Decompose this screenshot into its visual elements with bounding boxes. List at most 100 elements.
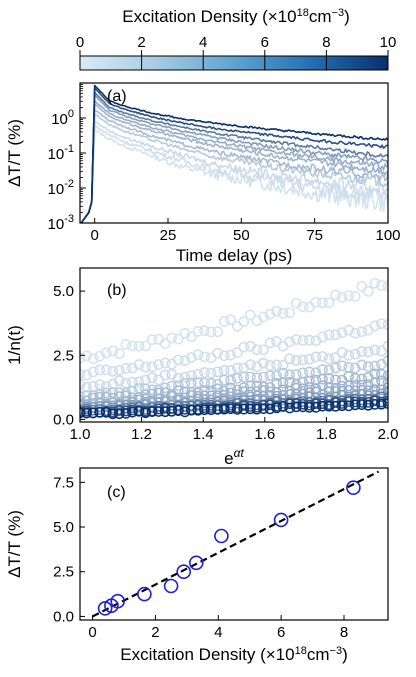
panel-a-tag: (a) [107,88,127,105]
panel-b-point [140,383,151,395]
panel-b-xtick-label: 2.0 [378,426,399,443]
panel-b-point [330,400,341,412]
panel-b-point [271,370,282,381]
panel-b-point [81,381,92,393]
panel-a-decay-curve [80,100,388,223]
panel-b-point [356,346,368,357]
panel-b-point [212,326,223,338]
panel-b-point [238,386,250,397]
panel-b-point [376,280,387,291]
panel-b-point [238,341,250,353]
panel-b-point [231,347,243,358]
panel-b-point [140,340,151,352]
panel-b-point [192,349,204,360]
panel-a-ytick-label: 10-2 [48,178,74,198]
panel-b-point [330,362,341,374]
panel-b-point [218,350,230,362]
panel-b-xtick-label: 1.6 [254,426,275,443]
panel-a-decay-curve [80,113,388,223]
panel-a-series [80,84,388,223]
panel-c-xtick-label: 0 [88,624,96,641]
panel-b-point [212,404,223,415]
panel-b-point [343,290,355,301]
panel-b-point [205,378,217,389]
panel-b: 1.0 1.2 1.4 1.6 1.8 2.0 0.0 2.5 5.0 (b) eαt 1/n(… [5,267,399,468]
panel-b-xtick-label: 1.0 [70,426,91,443]
panel-b-point [238,403,250,415]
panel-b-point [264,337,276,349]
panel-b-point [343,350,355,361]
panel-b-point [376,384,387,396]
panel-c-point [97,601,113,616]
panel-b-point [192,377,204,388]
panel-c-ytick-label: 7.5 [53,474,74,491]
panel-b-point [290,369,302,380]
panel-b-point [343,324,355,336]
panel-b-point [310,402,322,413]
panel-b-point [120,363,132,374]
panel-b-point [94,406,106,418]
colorbar-tick-label: 0 [76,34,84,51]
panel-b-point [179,406,191,418]
panel-a-ticks: 0 25 50 75 100 100 10-1 10-2 10-3 [48,84,401,244]
panel-a-xtick-label: 100 [375,227,400,244]
panel-c-xtick-label: 6 [277,624,285,641]
panel-b-point [113,375,125,387]
panel-b-point [133,340,145,352]
panel-b-point [100,347,112,359]
panel-b-point [100,407,112,418]
panel-b-point [113,408,125,420]
panel-b-point [369,377,381,388]
panel-b-point [146,361,158,373]
panel-b-point [140,407,151,419]
panel-b-point [284,307,296,319]
panel-b-point [212,366,223,378]
panel-b-point [199,404,210,416]
panel-b-point [166,405,178,417]
panel-b-point [369,277,381,289]
panel-b-point [271,402,282,414]
panel-b-point [87,366,99,378]
panel-c-xlabel: Excitation Density (×1018cm−3) [120,645,347,664]
panel-b-point [192,387,204,399]
panel-a-decay-curve [80,129,388,223]
panel-b-point [271,359,282,371]
panel-b-point [199,351,210,363]
panel-b-point [310,351,322,363]
panel-b-point [258,357,269,369]
panel-a-decay-curve [80,87,388,223]
panel-b-point [323,386,335,398]
panel-b-point [264,370,276,382]
panel-b-point [362,361,374,372]
panel-b-point [297,377,309,388]
panel-b-point [87,353,99,365]
panel-c-xtick-label: 2 [151,624,159,641]
panel-b-point [330,374,341,386]
panel-b-point [323,400,335,412]
panel-b-ylabel: 1/n(t) [5,325,24,365]
panel-c-ticks: 0 2 4 6 8 0.0 2.5 5.0 7.5 [53,474,348,641]
panel-b-point [172,400,184,412]
panel-b-point [317,331,328,343]
panel-b-point [192,369,204,380]
panel-b-point [179,355,191,367]
panel-b-point [362,286,374,297]
panel-b-point [323,364,335,376]
panel-b-point [304,353,315,365]
panel-b-point [231,362,243,374]
panel-a-decay-curve [80,84,388,223]
colorbar-title: Excitation Density (×1018cm−3) [122,7,349,26]
panel-c-point [189,555,204,571]
panel-b-point [356,399,368,410]
panel-b-point [212,383,223,395]
panel-c-ytick-label: 0.0 [53,608,74,625]
panel-b-point [356,326,368,337]
panel-c-ylabel: ΔT/T (%) [5,510,24,578]
panel-b-point [127,340,138,352]
panel-b-point [186,331,197,343]
panel-b-point [225,375,237,386]
panel-b-point [186,370,197,382]
panel-b-point [166,332,178,344]
panel-a-ylabel: ΔT/T (%) [5,119,24,187]
